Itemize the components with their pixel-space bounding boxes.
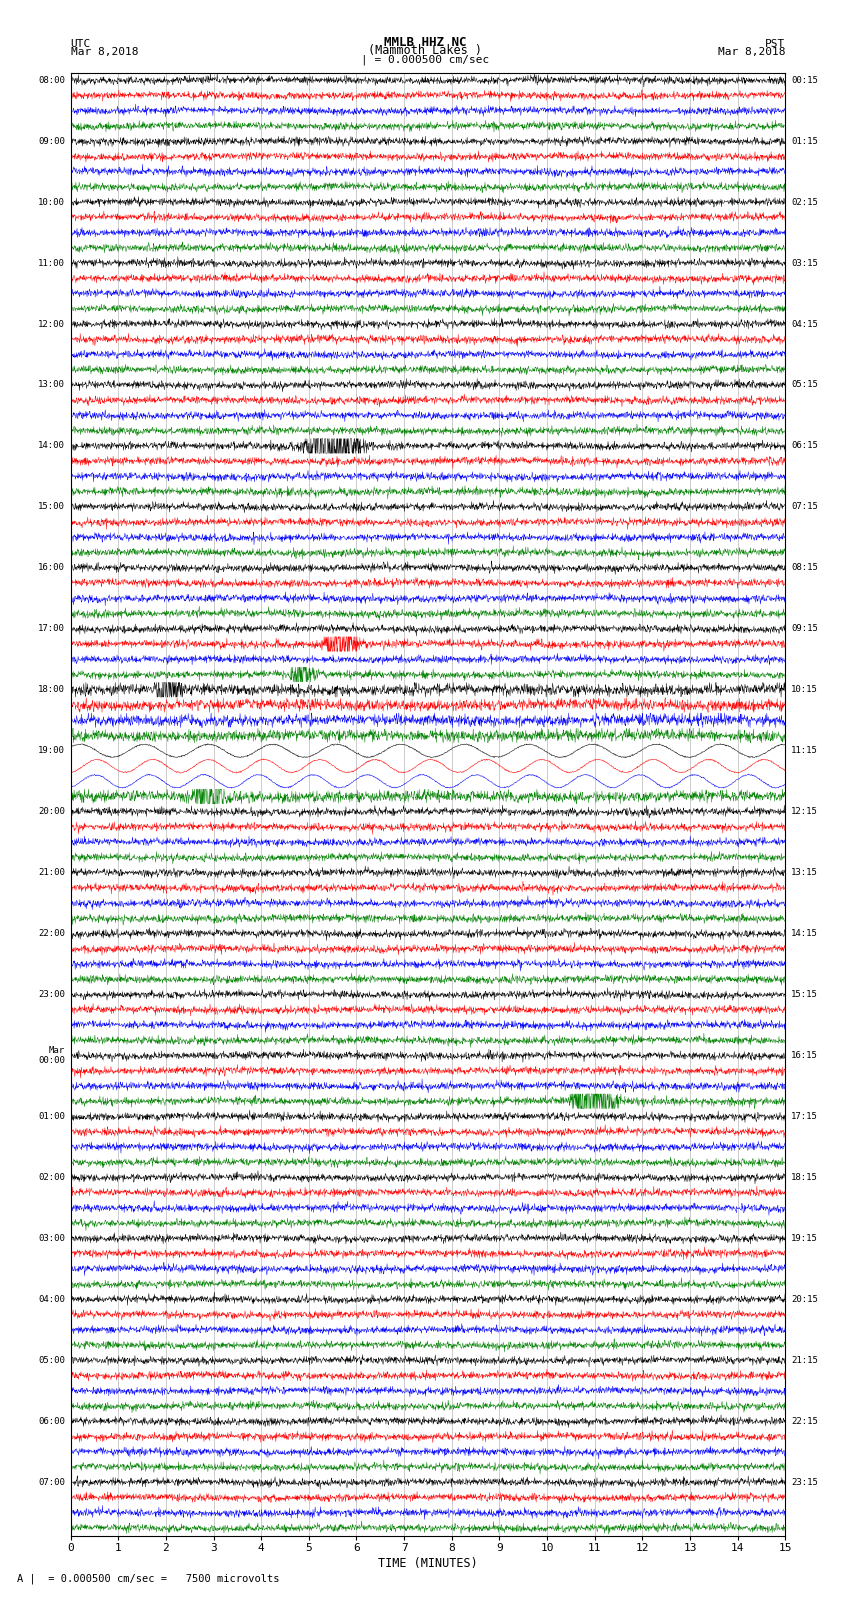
Text: 17:00: 17:00 [38, 624, 65, 634]
Text: 08:00: 08:00 [38, 76, 65, 85]
Text: 03:00: 03:00 [38, 1234, 65, 1244]
Text: Mar 8,2018: Mar 8,2018 [71, 47, 138, 58]
Text: 06:00: 06:00 [38, 1416, 65, 1426]
Text: PST: PST [765, 39, 785, 50]
Text: 02:15: 02:15 [791, 198, 818, 206]
Text: 13:00: 13:00 [38, 381, 65, 389]
Text: 07:00: 07:00 [38, 1478, 65, 1487]
Text: Mar 8,2018: Mar 8,2018 [718, 47, 785, 58]
Text: 19:15: 19:15 [791, 1234, 818, 1244]
Text: 19:00: 19:00 [38, 747, 65, 755]
Text: 16:00: 16:00 [38, 563, 65, 573]
Text: 00:15: 00:15 [791, 76, 818, 85]
Text: 22:00: 22:00 [38, 929, 65, 939]
Text: UTC: UTC [71, 39, 91, 50]
Text: | = 0.000500 cm/sec: | = 0.000500 cm/sec [361, 55, 489, 65]
Text: 09:15: 09:15 [791, 624, 818, 634]
Text: 03:15: 03:15 [791, 258, 818, 268]
Text: 04:00: 04:00 [38, 1295, 65, 1303]
Text: 16:15: 16:15 [791, 1052, 818, 1060]
Text: 13:15: 13:15 [791, 868, 818, 877]
Text: A |  = 0.000500 cm/sec =   7500 microvolts: A | = 0.000500 cm/sec = 7500 microvolts [17, 1573, 280, 1584]
Text: 14:15: 14:15 [791, 929, 818, 939]
Text: 11:15: 11:15 [791, 747, 818, 755]
Text: 07:15: 07:15 [791, 502, 818, 511]
Text: MMLB HHZ NC: MMLB HHZ NC [383, 35, 467, 50]
Text: 14:00: 14:00 [38, 442, 65, 450]
Text: 04:15: 04:15 [791, 319, 818, 329]
Text: 15:00: 15:00 [38, 502, 65, 511]
Text: 06:15: 06:15 [791, 442, 818, 450]
Text: 05:00: 05:00 [38, 1357, 65, 1365]
Text: 10:00: 10:00 [38, 198, 65, 206]
Text: 17:15: 17:15 [791, 1111, 818, 1121]
Text: 23:15: 23:15 [791, 1478, 818, 1487]
Text: 18:00: 18:00 [38, 686, 65, 694]
Text: 18:15: 18:15 [791, 1173, 818, 1182]
Text: 10:15: 10:15 [791, 686, 818, 694]
Text: 23:00: 23:00 [38, 990, 65, 998]
Text: 22:15: 22:15 [791, 1416, 818, 1426]
Text: 08:15: 08:15 [791, 563, 818, 573]
Text: 02:00: 02:00 [38, 1173, 65, 1182]
Text: Mar
00:00: Mar 00:00 [38, 1047, 65, 1065]
Text: 21:00: 21:00 [38, 868, 65, 877]
X-axis label: TIME (MINUTES): TIME (MINUTES) [378, 1557, 478, 1569]
Text: 01:00: 01:00 [38, 1111, 65, 1121]
Text: 11:00: 11:00 [38, 258, 65, 268]
Text: 01:15: 01:15 [791, 137, 818, 145]
Text: 21:15: 21:15 [791, 1357, 818, 1365]
Text: 20:15: 20:15 [791, 1295, 818, 1303]
Text: (Mammoth Lakes ): (Mammoth Lakes ) [368, 44, 482, 58]
Text: 09:00: 09:00 [38, 137, 65, 145]
Text: 15:15: 15:15 [791, 990, 818, 998]
Text: 05:15: 05:15 [791, 381, 818, 389]
Text: 20:00: 20:00 [38, 806, 65, 816]
Text: 12:00: 12:00 [38, 319, 65, 329]
Text: 12:15: 12:15 [791, 806, 818, 816]
